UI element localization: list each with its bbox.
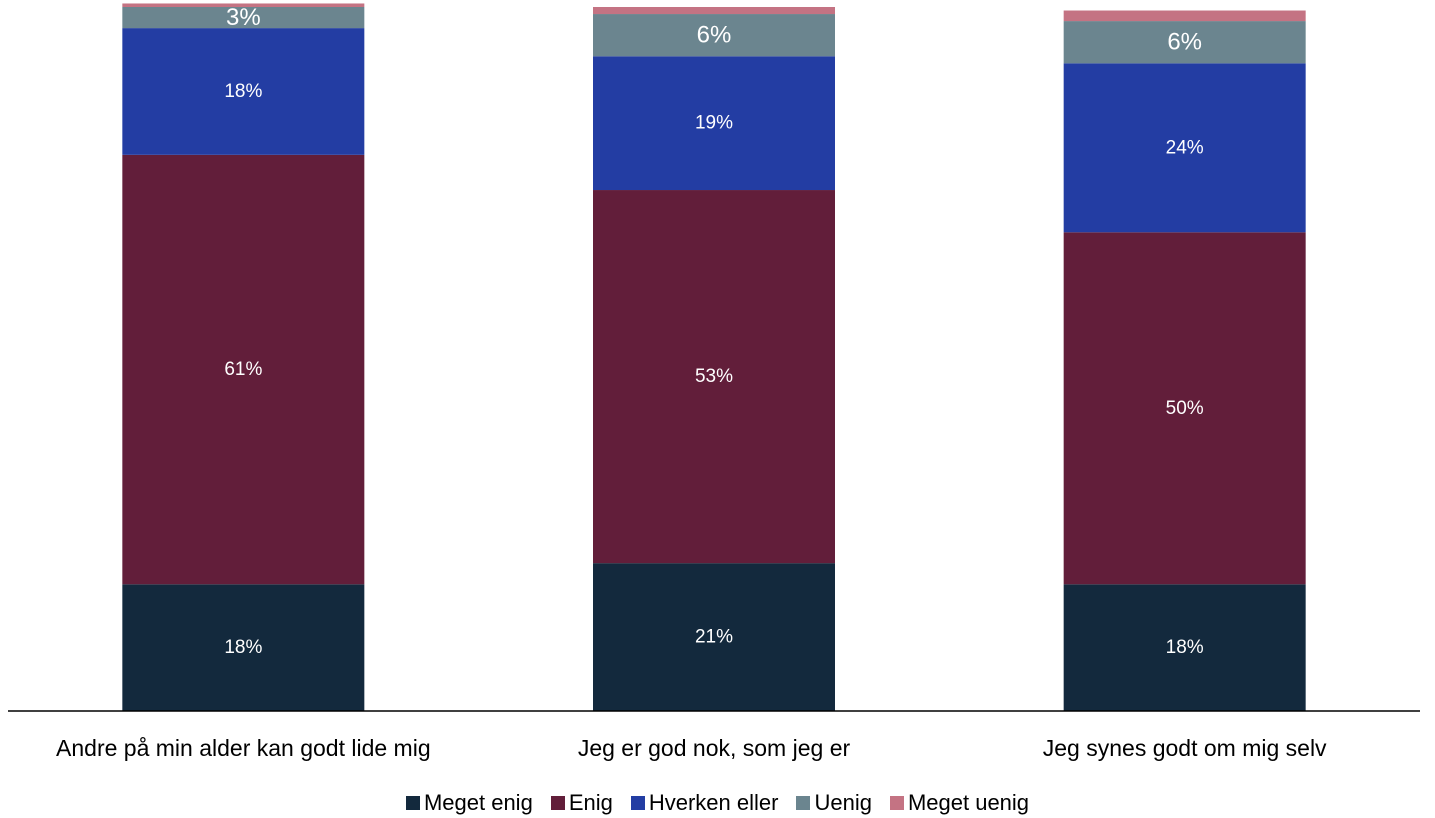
legend-swatch: [631, 796, 645, 810]
legend-swatch: [890, 796, 904, 810]
x-tick-labels-layer: Andre på min alder kan godt lide mig Jeg …: [56, 735, 1327, 761]
legend-item: Meget enig: [406, 790, 533, 816]
legend-item: Hverken eller: [631, 790, 779, 816]
data-label: 61%: [224, 359, 262, 380]
bar-segment: [1064, 11, 1306, 22]
data-label: 18%: [1166, 637, 1204, 658]
data-label: 19%: [695, 113, 733, 134]
legend-item: Meget uenig: [890, 790, 1029, 816]
data-label: 6%: [1167, 29, 1202, 56]
data-label: 18%: [224, 637, 262, 658]
legend-label: Meget uenig: [908, 790, 1029, 816]
legend-swatch: [796, 796, 810, 810]
data-label: 21%: [695, 627, 733, 648]
bars-layer: [122, 3, 1305, 711]
x-tick-label: Andre på min alder kan godt lide mig: [56, 735, 431, 761]
legend-item: Uenig: [796, 790, 871, 816]
data-label: 53%: [695, 366, 733, 387]
data-label: 50%: [1166, 398, 1204, 419]
legend-item: Enig: [551, 790, 613, 816]
legend-swatch: [406, 796, 420, 810]
x-tick-label: Jeg er god nok, som jeg er: [578, 735, 851, 761]
legend-label: Uenig: [814, 790, 871, 816]
legend-label: Hverken eller: [649, 790, 779, 816]
x-tick-label: Jeg synes godt om mig selv: [1043, 735, 1327, 761]
data-label: 3%: [226, 4, 261, 31]
data-label: 18%: [224, 81, 262, 102]
legend-label: Enig: [569, 790, 613, 816]
legend-label: Meget enig: [424, 790, 533, 816]
legend-swatch: [551, 796, 565, 810]
legend: Meget enig Enig Hverken eller Uenig Meget ue…: [0, 788, 1435, 818]
data-label: 24%: [1166, 137, 1204, 158]
bar-segment: [593, 7, 835, 14]
data-label: 6%: [697, 22, 732, 49]
